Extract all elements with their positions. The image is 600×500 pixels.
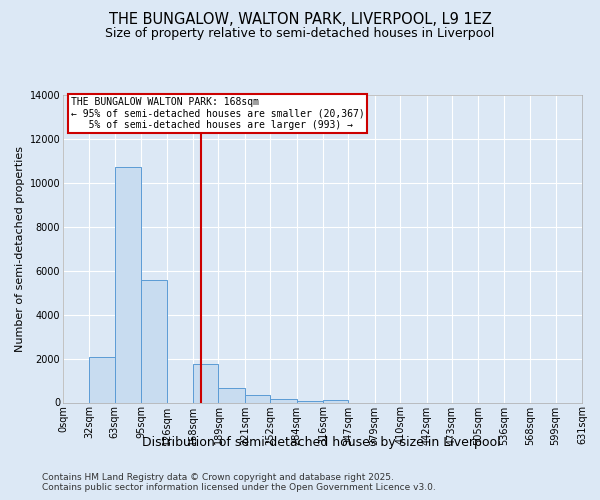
Text: THE BUNGALOW WALTON PARK: 168sqm
← 95% of semi-detached houses are smaller (20,3: THE BUNGALOW WALTON PARK: 168sqm ← 95% o…: [71, 96, 365, 130]
Text: Size of property relative to semi-detached houses in Liverpool: Size of property relative to semi-detach…: [106, 28, 494, 40]
Text: Contains HM Land Registry data © Crown copyright and database right 2025.: Contains HM Land Registry data © Crown c…: [42, 472, 394, 482]
Bar: [141, 280, 167, 402]
Bar: [115, 168, 141, 402]
Text: Contains public sector information licensed under the Open Government Licence v3: Contains public sector information licen…: [42, 482, 436, 492]
Bar: [193, 364, 218, 403]
Text: THE BUNGALOW, WALTON PARK, LIVERPOOL, L9 1EZ: THE BUNGALOW, WALTON PARK, LIVERPOOL, L9…: [109, 12, 491, 28]
Bar: [270, 399, 296, 402]
Bar: [218, 388, 245, 402]
Bar: [89, 358, 115, 403]
Y-axis label: Number of semi-detached properties: Number of semi-detached properties: [16, 146, 25, 352]
Bar: [245, 395, 270, 402]
Bar: [323, 400, 349, 402]
Text: Distribution of semi-detached houses by size in Liverpool: Distribution of semi-detached houses by …: [142, 436, 500, 449]
Bar: [296, 400, 323, 402]
